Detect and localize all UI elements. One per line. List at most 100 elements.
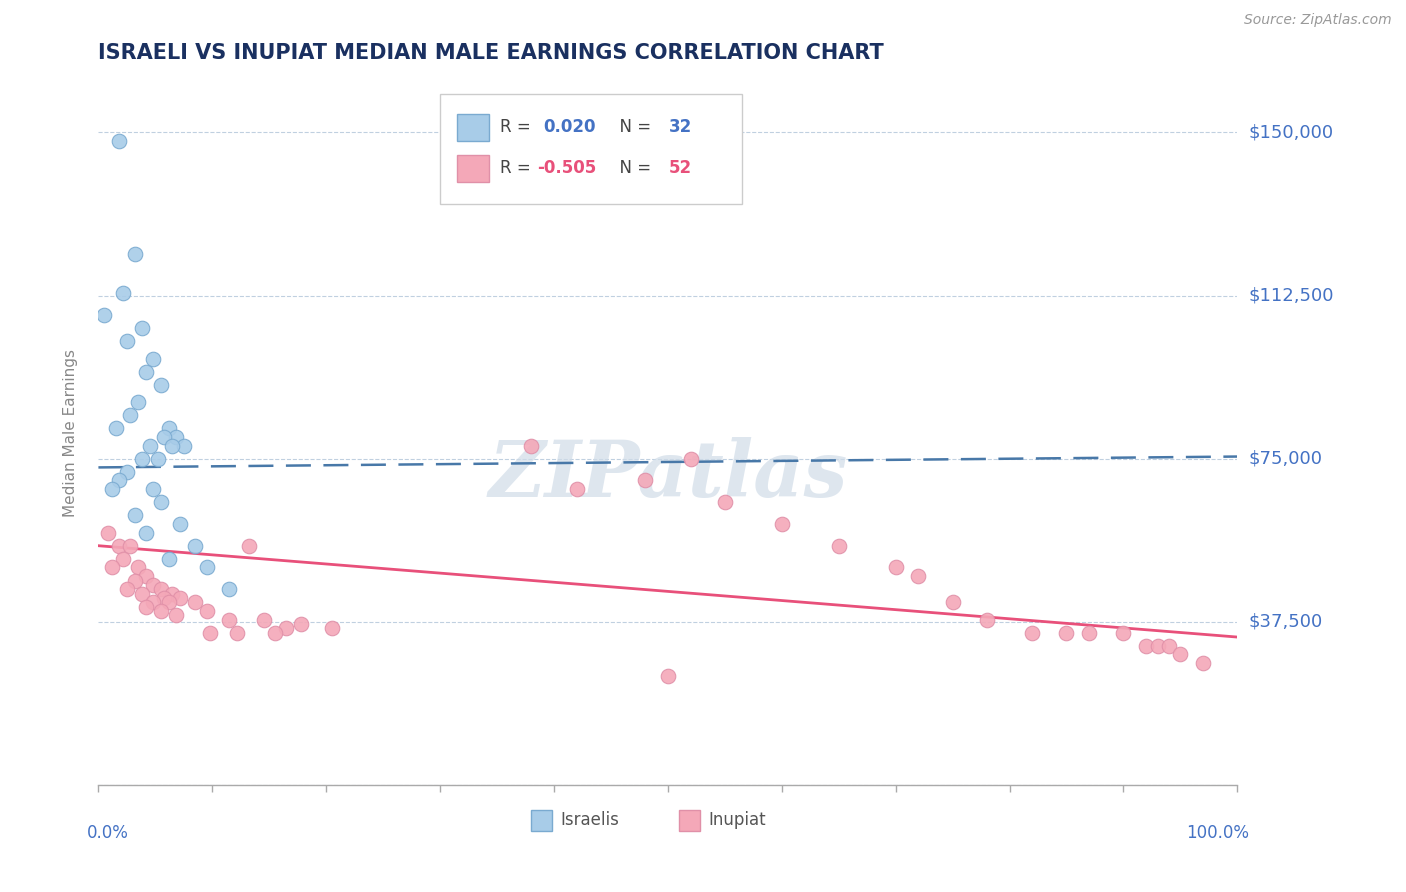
Text: Inupiat: Inupiat (709, 811, 766, 830)
Point (142, 595, 165, 609)
Point (1112, 625, 1135, 640)
Point (165, 430, 187, 444)
Point (226, 625, 249, 640)
Point (150, 495, 173, 509)
Point (714, 495, 737, 509)
Point (1170, 648, 1192, 662)
Point (565, 482, 588, 496)
Text: N =: N = (609, 119, 657, 136)
Point (184, 539, 207, 553)
Point (290, 617, 312, 632)
Point (1146, 639, 1168, 653)
Point (153, 430, 176, 444)
Bar (531, 810, 551, 830)
Point (135, 525, 157, 540)
Point (195, 560, 218, 574)
Point (976, 613, 998, 627)
Point (264, 625, 287, 640)
Bar (457, 114, 489, 141)
Point (198, 625, 221, 640)
Y-axis label: Median Male Earnings: Median Male Earnings (63, 349, 77, 516)
Text: $112,500: $112,500 (1249, 286, 1334, 304)
Text: 32: 32 (669, 119, 692, 136)
Point (131, 321, 153, 335)
Text: ISRAELI VS INUPIAT MEDIAN MALE EARNINGS CORRELATION CHART: ISRAELI VS INUPIAT MEDIAN MALE EARNINGS … (98, 44, 884, 63)
Point (162, 439, 184, 453)
Text: N =: N = (609, 160, 657, 178)
Point (942, 595, 965, 609)
Text: ZIPatlas: ZIPatlas (488, 437, 848, 513)
Point (184, 595, 207, 609)
Point (112, 286, 135, 301)
Point (108, 539, 131, 553)
Point (828, 539, 851, 553)
Point (634, 474, 657, 488)
Text: R =: R = (501, 119, 537, 136)
Point (108, 474, 131, 488)
Point (276, 621, 298, 635)
FancyBboxPatch shape (440, 95, 742, 203)
Point (157, 551, 180, 566)
Point (124, 508, 146, 523)
Point (146, 451, 169, 466)
Bar (679, 810, 700, 830)
Point (135, 599, 157, 614)
Point (1078, 625, 1101, 640)
Point (115, 334, 138, 349)
Point (124, 247, 146, 261)
Text: 0.0%: 0.0% (87, 823, 129, 842)
Point (153, 591, 176, 605)
Point (120, 408, 142, 422)
Point (101, 482, 124, 496)
Point (252, 613, 274, 627)
Point (127, 560, 149, 574)
Point (150, 582, 173, 597)
Point (165, 608, 187, 623)
Point (657, 669, 679, 683)
Point (907, 569, 929, 583)
Point (93, 308, 115, 322)
Text: $37,500: $37,500 (1249, 613, 1323, 631)
Point (520, 439, 543, 453)
Point (127, 395, 149, 409)
Bar (457, 155, 489, 182)
Point (96, 525, 118, 540)
Point (104, 421, 127, 435)
Text: -0.505: -0.505 (537, 160, 596, 178)
Point (884, 560, 907, 574)
Point (142, 351, 165, 366)
Point (169, 516, 191, 531)
Point (1021, 625, 1043, 640)
Point (142, 482, 165, 496)
Point (195, 604, 218, 618)
Text: 100.0%: 100.0% (1185, 823, 1249, 842)
Point (150, 604, 173, 618)
Point (108, 134, 131, 148)
Point (142, 578, 165, 592)
Point (131, 451, 153, 466)
Point (679, 451, 702, 466)
Point (1054, 625, 1078, 640)
Point (770, 516, 793, 531)
Point (120, 539, 142, 553)
Point (238, 539, 260, 553)
Point (135, 365, 157, 379)
Text: 52: 52 (669, 160, 692, 178)
Text: $75,000: $75,000 (1249, 450, 1323, 467)
Point (169, 591, 191, 605)
Point (101, 560, 124, 574)
Point (138, 439, 160, 453)
Point (173, 439, 195, 453)
Text: $150,000: $150,000 (1249, 123, 1334, 142)
Point (124, 574, 146, 588)
Point (157, 421, 180, 435)
Point (131, 586, 153, 600)
Text: Source: ZipAtlas.com: Source: ZipAtlas.com (1244, 13, 1392, 28)
Point (218, 613, 240, 627)
Point (150, 377, 173, 392)
Point (1135, 639, 1157, 653)
Point (1192, 656, 1215, 670)
Point (135, 569, 157, 583)
Point (218, 582, 240, 597)
Point (162, 586, 184, 600)
